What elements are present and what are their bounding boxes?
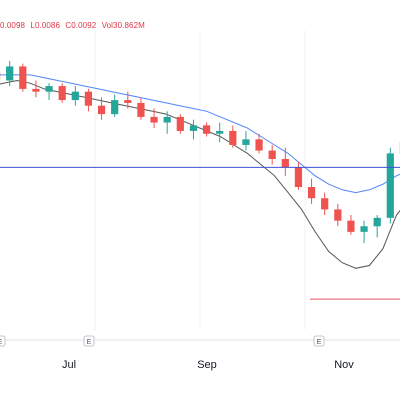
grid: [94, 30, 306, 330]
candle-body: [386, 153, 394, 218]
candle: [84, 88, 93, 112]
candle-body: [84, 91, 93, 106]
candle-body: [71, 91, 79, 101]
x-axis-tick-label: Jul: [62, 359, 76, 371]
candle: [58, 83, 66, 103]
slow-moving-average-line: [0, 74, 400, 194]
earnings-marker-badge: [0, 335, 6, 347]
candle-body: [334, 209, 342, 221]
candle-body: [373, 217, 381, 227]
x-axis-tick-label: Nov: [334, 359, 354, 371]
candle: [111, 94, 119, 117]
candle-body: [58, 86, 66, 101]
candle-body: [321, 198, 329, 210]
earnings-marker-label: E: [87, 339, 92, 346]
candle-body: [45, 86, 53, 92]
earnings-marker[interactable]: E: [0, 335, 6, 347]
candle: [242, 130, 250, 151]
candle: [268, 144, 276, 165]
candle-body: [242, 139, 250, 145]
candle: [202, 122, 211, 137]
ohlc-high-value: 0.0098: [0, 21, 26, 30]
candle-body: [307, 187, 316, 199]
candle-body: [6, 66, 14, 81]
candle-body: [19, 66, 27, 89]
candle-body: [97, 105, 106, 115]
candle: [294, 161, 303, 190]
candle-body: [124, 100, 132, 103]
ohlc-legend: 0.0098 L0.0086 C0.0092 Vol30.862M: [0, 21, 148, 30]
ohlc-low-value: L0.0086: [30, 21, 61, 30]
candle: [334, 203, 342, 227]
x-axis-tick-label: Sep: [197, 359, 217, 371]
candle: [163, 111, 171, 134]
candle: [124, 91, 132, 109]
candle: [229, 125, 237, 148]
candle: [97, 97, 106, 120]
x-axis-ticks: Jul Sep Nov: [62, 359, 354, 371]
candle-body: [229, 130, 237, 145]
candle: [45, 83, 53, 101]
candle-body: [111, 100, 119, 115]
candle: [71, 86, 79, 106]
earnings-marker-badge: [313, 335, 325, 347]
ohlc-volume-value: Vol30.862M: [101, 21, 145, 30]
candle-body: [150, 116, 158, 123]
earnings-marker-label: E: [317, 339, 322, 346]
candle: [216, 122, 224, 143]
candle-body: [347, 220, 355, 232]
candle: [6, 60, 14, 87]
candle: [255, 133, 263, 154]
candle-body: [189, 125, 198, 131]
earnings-marker[interactable]: E: [313, 335, 325, 347]
candle: [281, 147, 289, 176]
candle-body: [255, 139, 263, 151]
candle-body: [281, 158, 289, 168]
earnings-marker[interactable]: E: [83, 335, 95, 347]
candle-body: [294, 167, 303, 188]
candle-body: [360, 226, 368, 232]
candle: [137, 97, 145, 120]
candle: [32, 80, 40, 98]
candle: [189, 119, 198, 140]
candle-body: [32, 88, 40, 92]
candle-body: [216, 130, 224, 134]
candle-body: [163, 116, 171, 123]
price-levels: [0, 166, 400, 300]
candle-body: [202, 125, 211, 134]
candle: [373, 215, 381, 238]
candle: [347, 215, 355, 235]
candle: [307, 178, 316, 204]
candles: [0, 60, 400, 244]
candle: [386, 147, 394, 224]
ohlc-close-value: C0.0092: [65, 21, 97, 30]
candle-body: [176, 116, 184, 131]
candle: [176, 114, 184, 134]
earnings-markers: EEE: [0, 335, 325, 347]
candle: [19, 63, 27, 92]
candle: [321, 192, 329, 216]
candle-body: [268, 150, 276, 159]
candle: [150, 108, 158, 129]
earnings-marker-badge: [83, 335, 95, 347]
earnings-marker-label: E: [0, 339, 3, 346]
candle: [360, 220, 368, 244]
candle-body: [137, 102, 145, 117]
